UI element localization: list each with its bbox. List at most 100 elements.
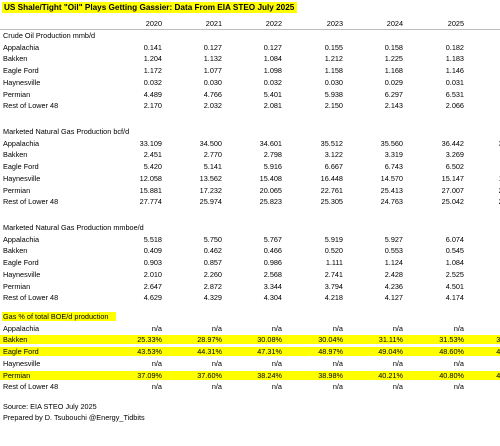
table-cell: n/a [332, 323, 343, 333]
table-cell: 1.146 [445, 66, 464, 76]
table-cell: 40.80% [439, 370, 464, 380]
table-cell: n/a [271, 358, 282, 368]
table-row: Eagle Ford 43.53% 44.31% 47.31% 48.97% 49.04%… [0, 347, 500, 357]
table-cell: 2.525 [445, 269, 464, 279]
table-cell: 2.066 [445, 101, 464, 111]
table-cell: n/a [211, 382, 222, 392]
table-cell: 2.260 [203, 269, 222, 279]
row-label: Haynesville [3, 173, 41, 183]
table-cell: 22.761 [320, 185, 343, 195]
table-row: Appalachia 0.141 0.127 0.127 0.155 0.158 0.182… [0, 43, 500, 52]
row-label: Permian [3, 89, 31, 99]
table-cell: 1.204 [143, 54, 162, 64]
table-cell: 5.141 [203, 162, 222, 172]
table-cell: 0.127 [263, 42, 282, 52]
table-cell: 12.058 [139, 173, 162, 183]
row-label: Rest of Lower 48 [3, 101, 59, 111]
table-cell: 25.305 [320, 197, 343, 207]
table-cell: 1.172 [143, 66, 162, 76]
table-cell: 36.442 [441, 138, 464, 148]
table-cell: 1.111 [325, 258, 343, 268]
table-cell: 1.077 [203, 66, 222, 76]
table-cell: 27.774 [139, 197, 162, 207]
table-cell: 5.518 [143, 234, 162, 244]
table-cell: 0.462 [203, 246, 222, 256]
row-label: Haynesville [3, 358, 41, 368]
row-label: Appalachia [3, 42, 40, 52]
table-row: Appalachia 5.518 5.750 5.767 5.919 5.927 6.074… [0, 235, 500, 244]
table-row: Bakken 25.33% 28.97% 30.08% 30.04% 31.11% 31.5… [0, 335, 500, 345]
table-cell: 14.570 [380, 173, 403, 183]
table-cell: 0.547 [481, 246, 500, 255]
row-label: Haynesville [3, 269, 41, 279]
table-cell: 6.531 [445, 89, 464, 99]
table-cell: 6.285 [481, 162, 500, 171]
row-label: Appalachia [3, 323, 40, 333]
table-cell: 2.456 [481, 270, 500, 279]
prepared-by-note: Prepared by D. Tsubouchi @Energy_Tidbits [3, 413, 145, 422]
table-row: Rest of Lower 48 27.774 25.974 25.823 25.305… [0, 197, 500, 206]
table-row: Permian 37.09% 37.60% 38.24% 38.98% 40.21% 40.… [0, 370, 500, 380]
table-cell: 1.098 [263, 66, 282, 76]
table-cell: 38.98% [318, 370, 343, 380]
table-cell: 0.155 [324, 42, 343, 52]
table-row: Bakken 1.204 1.132 1.084 1.212 1.225 1.183 1.16… [0, 54, 500, 63]
table-cell: 2.143 [384, 101, 403, 111]
table-cell: 2.428 [384, 269, 403, 279]
table-cell: 1.212 [324, 54, 343, 64]
table-cell: 35.512 [320, 138, 343, 148]
table-cell: 20.065 [259, 185, 282, 195]
table-cell: 1.162 [481, 54, 500, 63]
table-cell: 5.916 [263, 162, 282, 172]
table-cell: 4.236 [384, 281, 403, 291]
table-cell: 4.127 [384, 293, 403, 303]
table-cell: 49.04% [378, 347, 403, 357]
section-heading: Gas % of total BOE/d production [2, 312, 117, 321]
table-cell: n/a [332, 358, 343, 368]
table-cell: 0.127 [203, 42, 222, 52]
table-cell: 1.084 [263, 54, 282, 64]
table-row: Permian 2.647 2.872 3.344 3.794 4.236 4.501 4.6… [0, 282, 500, 291]
table-cell: 34.500 [199, 138, 222, 148]
table-cell: 0.182 [445, 42, 464, 52]
table-cell: 41.68% [496, 370, 500, 380]
table-cell: 4.329 [203, 293, 222, 303]
table-row: Rest of Lower 48 2.170 2.032 2.081 2.150 2.14… [0, 101, 500, 110]
table-cell: 4.646 [481, 282, 500, 291]
table-cell: 3.319 [384, 150, 403, 160]
row-label: Appalachia [3, 138, 40, 148]
table-cell: 3.122 [324, 150, 343, 160]
table-cell: 6.204 [481, 235, 500, 244]
table-row: Appalachia 33.109 34.500 34.601 35.512 35.560… [0, 139, 500, 148]
year-2023: 2023 [326, 19, 343, 28]
table-cell: 4.304 [263, 293, 282, 303]
table-cell: 5.420 [143, 162, 162, 172]
table-cell: 0.545 [445, 246, 464, 256]
table-cell: 3.283 [481, 150, 500, 159]
table-row: Eagle Ford 1.172 1.077 1.098 1.158 1.168 1.146… [0, 66, 500, 75]
table-cell: 27.873 [481, 186, 500, 195]
table-cell: 2.770 [203, 150, 222, 160]
row-label: Bakken [3, 335, 28, 345]
table-cell: 0.409 [143, 246, 162, 256]
table-cell: n/a [332, 382, 343, 392]
table-row: Bakken 2.451 2.770 2.798 3.122 3.319 3.269 3.28… [0, 150, 500, 159]
table-cell: 38.24% [257, 370, 282, 380]
table-cell: 0.029 [384, 77, 403, 87]
table-cell: 31.53% [439, 335, 464, 345]
table-cell: 0.553 [384, 246, 403, 256]
table-row: Appalachia n/a n/a n/a n/a n/a n/a n/a [0, 324, 500, 333]
table-cell: 0.520 [324, 246, 343, 256]
section-heading: Marketed Natural Gas Production mmboe/d [3, 223, 144, 232]
table-cell: 2.150 [324, 101, 343, 111]
table-cell: 37.09% [137, 370, 162, 380]
table-cell: 0.903 [143, 258, 162, 268]
section-heading: Marketed Natural Gas Production bcf/d [3, 127, 130, 136]
table-cell: 47.31% [257, 347, 282, 357]
row-label: Haynesville [3, 77, 41, 87]
table-cell: 17.232 [199, 185, 222, 195]
year-2026: 2026 [481, 19, 500, 28]
table-cell: 2.647 [143, 281, 162, 291]
table-cell: 1.168 [384, 66, 403, 76]
table-cell: 44.31% [197, 347, 222, 357]
